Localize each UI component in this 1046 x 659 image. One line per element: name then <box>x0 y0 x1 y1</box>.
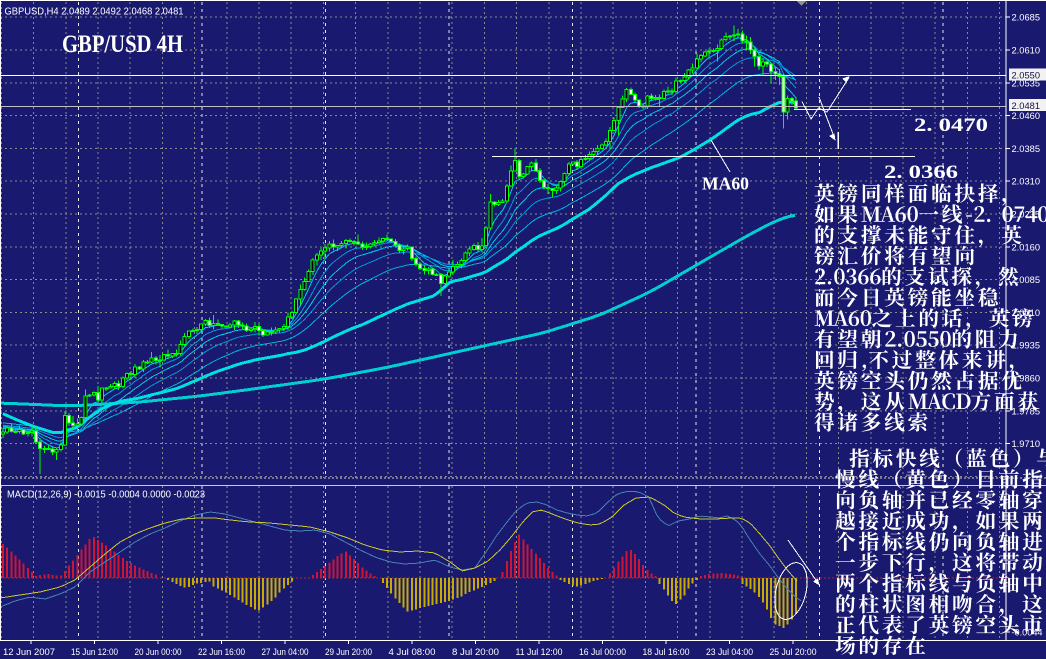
svg-text:20 Jun 00:00: 20 Jun 00:00 <box>135 647 182 658</box>
svg-text:1.9860: 1.9860 <box>1012 374 1041 385</box>
svg-text:22 Jun 16:00: 22 Jun 16:00 <box>198 647 245 658</box>
svg-text:4 Jul 08:00: 4 Jul 08:00 <box>389 647 436 658</box>
svg-text:1.9710: 1.9710 <box>1012 439 1041 450</box>
svg-text:GBP/USD 4H: GBP/USD 4H <box>62 31 183 58</box>
svg-text:27 Jun 04:00: 27 Jun 04:00 <box>262 647 309 658</box>
svg-text:15 Jun 12:00: 15 Jun 12:00 <box>71 647 118 658</box>
svg-text:2. 0470: 2. 0470 <box>914 115 988 136</box>
svg-text:23 Jul 04:00: 23 Jul 04:00 <box>706 647 753 658</box>
svg-text:2.0160: 2.0160 <box>1012 242 1041 253</box>
svg-text:GBPUSD,H4 2.0489 2.0492 2.046: GBPUSD,H4 2.0489 2.0492 2.0468 2.0481 <box>5 7 184 18</box>
svg-text:16 Jul 00:00: 16 Jul 00:00 <box>579 647 626 658</box>
svg-text:MA60: MA60 <box>702 174 749 194</box>
svg-text:8 Jul 20:00: 8 Jul 20:00 <box>452 647 499 658</box>
svg-text:-0.0044: -0.0044 <box>1012 628 1043 639</box>
svg-text:2.0310: 2.0310 <box>1012 177 1041 188</box>
svg-text:2.0085: 2.0085 <box>1012 275 1041 286</box>
svg-text:2. 0366: 2. 0366 <box>884 162 958 183</box>
svg-text:25 Jul 20:00: 25 Jul 20:00 <box>770 647 817 658</box>
svg-text:2.0610: 2.0610 <box>1012 46 1041 57</box>
svg-text:2.0550: 2.0550 <box>1012 71 1041 82</box>
svg-text:11 Jul 12:00: 11 Jul 12:00 <box>516 647 563 658</box>
svg-text:2.0685: 2.0685 <box>1012 13 1041 24</box>
svg-text:1.9785: 1.9785 <box>1012 406 1041 417</box>
svg-text:12 Jun 2007: 12 Jun 2007 <box>3 647 55 658</box>
svg-text:2.0460: 2.0460 <box>1012 111 1041 122</box>
svg-text:1.9935: 1.9935 <box>1012 341 1041 352</box>
svg-text:2.0385: 2.0385 <box>1012 144 1041 155</box>
svg-text:2.0010: 2.0010 <box>1012 308 1041 319</box>
svg-text:MACD(12,26,9) -0.0015 -0.0004: MACD(12,26,9) -0.0015 -0.0004 0.0000 -0.… <box>7 489 205 501</box>
svg-text:2.0235: 2.0235 <box>1012 210 1041 221</box>
svg-text:2.0535: 2.0535 <box>1012 78 1041 89</box>
svg-text:2.0481: 2.0481 <box>1012 101 1041 112</box>
svg-text:29 Jun 20:00: 29 Jun 20:00 <box>325 647 372 658</box>
svg-text:18 Jul 16:00: 18 Jul 16:00 <box>643 647 690 658</box>
